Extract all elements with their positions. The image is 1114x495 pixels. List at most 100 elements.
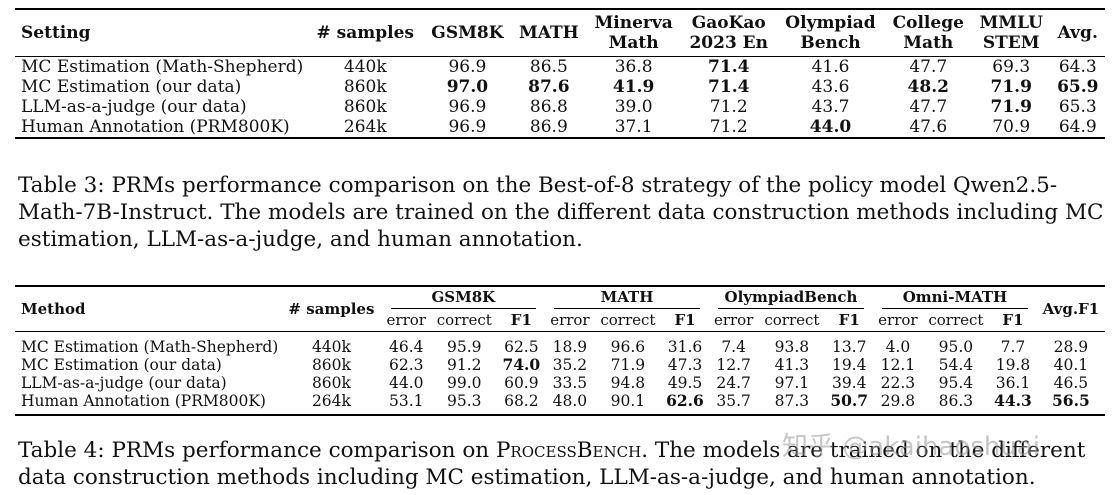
table-4-cell: 46.4 [389,338,424,356]
table-4-cell: 264k [281,392,382,416]
table-4-method-cell: MC Estimation (our data) [21,356,222,374]
table-3-cell: 860k [343,76,387,97]
table-3-row: Human Annotation (PRM800K) 264k 96.9 86.9 37… [15,116,1105,139]
table-4-cell: 91.2 [447,356,482,374]
table-4-group-header: MATH [545,285,709,309]
table-4-group-header: Omni-MATH [873,285,1037,309]
table-4-cell: 12.1 [880,356,916,374]
table-4-subheader: correct [431,309,498,332]
table-4-cell: 22.3 [880,374,916,392]
table-4-method-cell: MC Estimation (Math-Shepherd) [21,338,279,356]
table-3-cell: 71.9 [990,96,1032,117]
table-3-cell: 64.9 [1050,116,1105,139]
table-3-setting-cell: MC Estimation (Math-Shepherd) [21,56,304,77]
table-4-cell: 13.7 [831,338,867,356]
table-3-cell: 71.2 [681,116,777,139]
table-4-cell: 68.2 [497,392,546,416]
table-3-header: GSM8K [423,8,512,57]
table-3-cell: 96.9 [448,56,487,77]
table-4-cell: 96.6 [610,338,646,356]
table-4-cell: 28.9 [1053,338,1089,356]
table-4-method-cell: LLM-as-a-judge (our data) [21,374,227,392]
table-4-caption-suffix: . The models are trained on the differen… [18,438,1086,490]
table-4-subheader-row: error correct F1 error correct F1 error … [15,309,1105,332]
table-3-header: MATH [511,8,587,57]
table-3-header: Avg. [1050,8,1105,57]
table-3-setting-cell: Human Annotation (PRM800K) [15,116,308,139]
table-4-cell: 47.3 [667,356,703,374]
table-4-caption-benchmark: ProcessBench [495,438,642,463]
table-4-group-header: OlympiadBench [708,285,874,309]
table-4-cell: 62.3 [389,356,424,374]
table-4-header-row: Method # samples GSM8K MATH OlympiadBenc… [15,285,1105,332]
table-4-cell: 29.8 [873,392,923,416]
table-4-row: MC Estimation (Math-Shepherd) 440k 46.4 95.… [15,332,1105,357]
table-4-cell: 12.7 [716,356,751,374]
table-4-cell: 86.3 [922,392,990,416]
table-4-cell: 46.5 [1053,374,1089,392]
table-4-cell: 19.8 [995,356,1031,374]
table-3-cell: 860k [343,96,387,117]
table-4-cell: 94.8 [610,374,646,392]
table-3-cell: 71.4 [708,56,750,77]
table-3-header: # samples [307,8,424,57]
table-3-cell: 71.4 [708,76,750,97]
table-4-caption: Table 4: PRMs performance comparison on … [18,437,1108,491]
table-3-caption: Table 3: PRMs performance comparison on … [18,173,1104,252]
table-4-subheader: F1 [661,309,709,332]
table-4-subheader: correct [594,309,662,332]
table-3-cell: 71.9 [990,76,1032,97]
table-4-subheader: error [708,309,759,332]
table-4-subheader: F1 [497,309,546,332]
table-4-cell: 99.0 [447,374,482,392]
table-3-cell: 64.3 [1058,56,1097,77]
table-4-cell: 7.7 [1000,338,1026,356]
table-3-cell: 70.9 [971,116,1051,139]
table-4-method-cell: Human Annotation (PRM800K) [15,392,282,416]
table-4: Method # samples GSM8K MATH OlympiadBenc… [15,285,1105,416]
table-4-header-avg: Avg.F1 [1036,285,1105,332]
table-4-cell: 44.3 [989,392,1037,416]
table-3-cell: 86.8 [529,96,568,117]
table-4-group-header: GSM8K [381,285,546,309]
table-3-header: GaoKao 2023 En [681,8,777,57]
table-3: Setting # samples GSM8K MATH Minerva Math… [15,8,1105,139]
table-4-cell: 35.2 [552,356,588,374]
table-4-cell: 18.9 [552,338,588,356]
table-3-cell: 47.7 [909,56,948,77]
table-4-cell: 31.6 [667,338,703,356]
table-4-header-method: Method [15,285,282,332]
table-4-cell: 62.5 [504,338,539,356]
table-4-cell: 90.1 [594,392,662,416]
table-3-cell: 97.0 [446,76,489,97]
table-3-cell: 440k [343,56,387,77]
table-4-cell: 4.0 [885,338,911,356]
table-3-setting-cell: MC Estimation (our data) [21,76,242,97]
table-4-cell: 54.4 [938,356,974,374]
table-4-cell: 39.4 [831,374,867,392]
table-4-subheader: correct [922,309,990,332]
table-3-row: MC Estimation (Math-Shepherd) 440k 96.9 86.… [15,56,1105,77]
table-4-cell: 40.1 [1053,356,1089,374]
table-3-cell: 43.6 [811,76,850,97]
table-4-caption-prefix: Table 4: PRMs performance comparison on [18,438,496,463]
table-4-cell: 56.5 [1036,392,1105,416]
table-3-header: Olympiad Bench [776,8,885,57]
table-3-cell: 44.0 [776,116,885,139]
table-4-cell: 36.1 [995,374,1031,392]
table-4-subheader: error [873,309,923,332]
table-3-cell: 48.2 [907,76,949,97]
table-3-cell: 96.9 [448,96,487,117]
table-4-cell: 19.4 [831,356,867,374]
table-4-cell: 7.4 [721,338,746,356]
table-3-header: Setting [15,8,308,57]
table-3-cell: 86.9 [511,116,587,139]
table-3-body: MC Estimation (Math-Shepherd) 440k 96.9 86.… [15,56,1105,139]
table-4-cell: 41.3 [774,356,810,374]
table-3-cell: 69.3 [992,56,1031,77]
table-4-cell: 53.1 [381,392,431,416]
table-4-cell: 44.0 [389,374,424,392]
table-4-cell: 71.9 [610,356,646,374]
table-4-subheader: F1 [989,309,1037,332]
table-3-cell: 41.9 [612,76,655,97]
